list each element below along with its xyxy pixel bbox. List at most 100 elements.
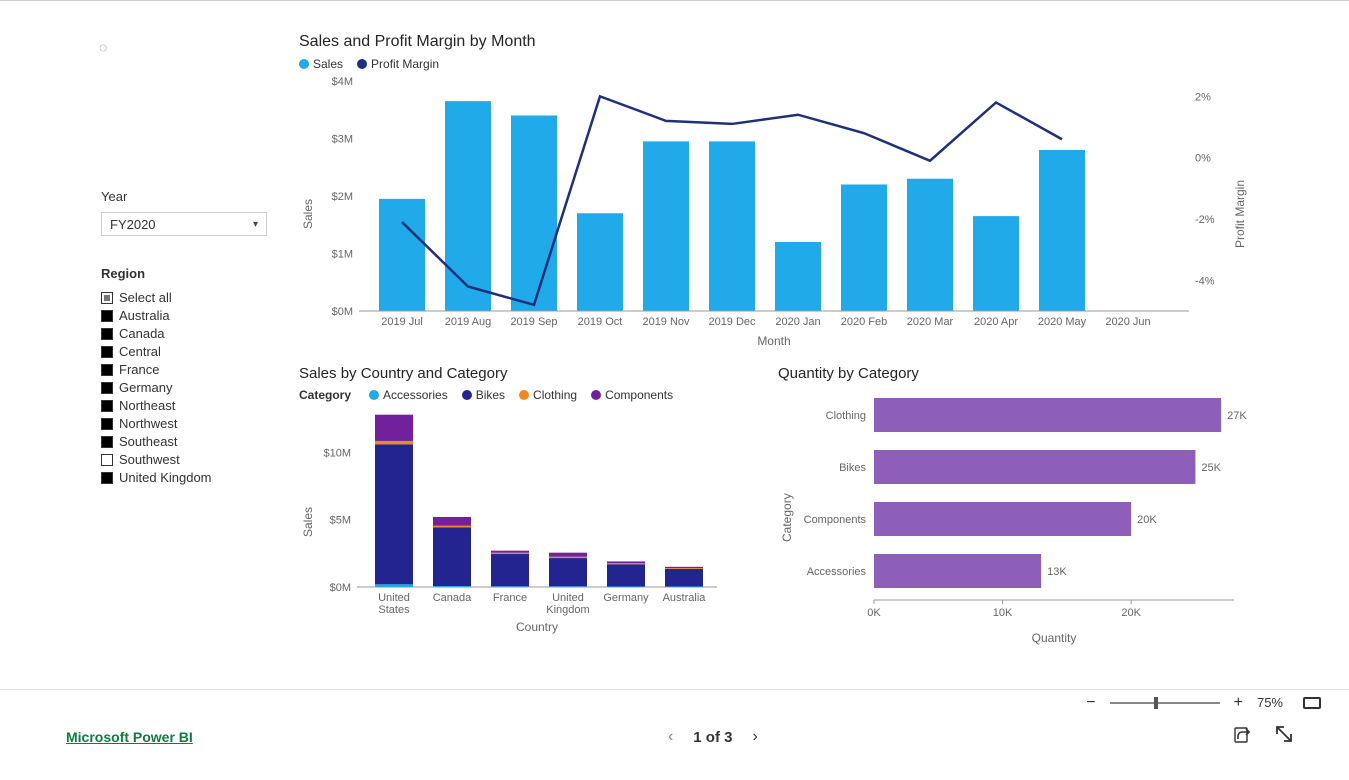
- year-select[interactable]: FY2020 ▾: [101, 212, 267, 236]
- chart1-title: Sales and Profit Margin by Month: [299, 33, 1274, 51]
- fullscreen-icon[interactable]: [1275, 725, 1293, 750]
- region-item-label: France: [119, 361, 159, 379]
- chart1-legend: Sales Profit Margin: [299, 57, 1274, 71]
- region-item[interactable]: Northwest: [101, 415, 293, 433]
- legend-item-label: Clothing: [533, 388, 577, 402]
- legend-item-label: Components: [605, 388, 673, 402]
- svg-text:$2M: $2M: [332, 191, 353, 203]
- chevron-down-icon: ▾: [253, 219, 258, 230]
- checkbox-icon: [101, 400, 113, 412]
- chart1-y1-label: Sales: [299, 77, 317, 351]
- svg-text:$4M: $4M: [332, 77, 353, 88]
- checkbox-icon: [101, 364, 113, 376]
- region-item[interactable]: Southeast: [101, 433, 293, 451]
- svg-text:20K: 20K: [1121, 607, 1141, 619]
- svg-text:France: France: [493, 592, 527, 604]
- zoom-thumb[interactable]: [1154, 697, 1158, 709]
- svg-text:$0M: $0M: [330, 582, 351, 594]
- chart3-svg: Clothing27KBikes25KComponents20KAccessor…: [796, 388, 1274, 648]
- zoom-bar: − + 75%: [0, 689, 1349, 715]
- region-list: Select allAustraliaCanadaCentralFranceGe…: [101, 289, 293, 487]
- page-indicator: 1 of 3: [693, 729, 732, 746]
- chart-sales-profit[interactable]: Sales and Profit Margin by Month Sales Pr…: [299, 33, 1274, 351]
- legend-item[interactable]: Sales: [299, 57, 343, 71]
- legend-item-label: Accessories: [383, 388, 448, 402]
- checkbox-icon: [101, 292, 113, 304]
- legend-prefix: Category: [299, 388, 351, 402]
- legend-swatch-icon: [591, 390, 601, 400]
- zoom-value: 75%: [1257, 695, 1283, 710]
- region-item[interactable]: Central: [101, 343, 293, 361]
- chart3-y-label: Category: [778, 388, 796, 648]
- region-item[interactable]: Select all: [101, 289, 293, 307]
- checkbox-icon: [101, 310, 113, 322]
- loading-spinner-icon: ◌: [99, 39, 107, 55]
- chart1-y2-label: Profit Margin: [1231, 77, 1249, 351]
- region-item-label: Southwest: [119, 451, 180, 469]
- chart-sales-country[interactable]: Sales by Country and Category Category Ac…: [299, 365, 762, 648]
- checkbox-icon: [101, 472, 113, 484]
- svg-text:Accessories: Accessories: [807, 566, 867, 578]
- legend-item[interactable]: Accessories: [369, 388, 448, 402]
- region-item[interactable]: Northeast: [101, 397, 293, 415]
- svg-text:2%: 2%: [1195, 91, 1211, 103]
- svg-text:Components: Components: [804, 514, 867, 526]
- region-item[interactable]: United Kingdom: [101, 469, 293, 487]
- legend-item[interactable]: Profit Margin: [357, 57, 439, 71]
- svg-text:-4%: -4%: [1195, 275, 1215, 287]
- region-slicer-label: Region: [101, 266, 293, 281]
- svg-text:2019 Sep: 2019 Sep: [510, 316, 557, 328]
- share-icon[interactable]: [1233, 725, 1253, 750]
- region-item-label: Australia: [119, 307, 170, 325]
- svg-text:United: United: [552, 592, 584, 604]
- legend-item[interactable]: Components: [591, 388, 673, 402]
- svg-text:2020 Apr: 2020 Apr: [974, 316, 1018, 328]
- legend-item-label: Bikes: [476, 388, 505, 402]
- region-item-label: Central: [119, 343, 161, 361]
- chart2-legend: Category Accessories Bikes Clothing Componen…: [299, 388, 762, 402]
- checkbox-icon: [101, 436, 113, 448]
- svg-text:2020 Jun: 2020 Jun: [1105, 316, 1150, 328]
- legend-item[interactable]: Bikes: [462, 388, 505, 402]
- svg-text:2019 Oct: 2019 Oct: [578, 316, 623, 328]
- region-item-label: Northeast: [119, 397, 175, 415]
- chart2-title: Sales by Country and Category: [299, 365, 762, 382]
- legend-item-label: Profit Margin: [371, 57, 439, 71]
- region-item[interactable]: Canada: [101, 325, 293, 343]
- svg-text:Germany: Germany: [603, 592, 649, 604]
- zoom-slider[interactable]: [1110, 702, 1220, 704]
- svg-text:2019 Nov: 2019 Nov: [642, 316, 690, 328]
- region-item[interactable]: France: [101, 361, 293, 379]
- svg-text:United: United: [378, 592, 410, 604]
- svg-text:13K: 13K: [1047, 566, 1067, 578]
- svg-text:0K: 0K: [867, 607, 881, 619]
- next-page-button[interactable]: ›: [752, 728, 757, 746]
- svg-text:25K: 25K: [1201, 462, 1221, 474]
- chart3-title: Quantity by Category: [778, 365, 1274, 382]
- zoom-in-button[interactable]: +: [1230, 694, 1247, 712]
- legend-swatch-icon: [462, 390, 472, 400]
- checkbox-icon: [101, 328, 113, 340]
- region-item-label: United Kingdom: [119, 469, 212, 487]
- legend-item[interactable]: Clothing: [519, 388, 577, 402]
- svg-text:-2%: -2%: [1195, 214, 1215, 226]
- footer-bar: Microsoft Power BI ‹ 1 of 3 ›: [0, 715, 1349, 759]
- legend-swatch-icon: [357, 59, 367, 69]
- svg-text:$1M: $1M: [332, 249, 353, 261]
- region-item-label: Select all: [119, 289, 172, 307]
- year-slicer-label: Year: [101, 189, 293, 204]
- checkbox-icon: [101, 382, 113, 394]
- fit-to-page-icon[interactable]: [1303, 697, 1321, 709]
- region-item[interactable]: Australia: [101, 307, 293, 325]
- svg-text:2019 Aug: 2019 Aug: [445, 316, 492, 328]
- svg-text:Quantity: Quantity: [1032, 631, 1077, 645]
- chart-qty-category[interactable]: Quantity by Category Category Clothing27…: [778, 365, 1274, 648]
- region-item[interactable]: Germany: [101, 379, 293, 397]
- region-item[interactable]: Southwest: [101, 451, 293, 469]
- prev-page-button[interactable]: ‹: [668, 728, 673, 746]
- main-area: Sales and Profit Margin by Month Sales Pr…: [299, 1, 1322, 689]
- filter-panel: Year FY2020 ▾ Region Select allAustralia…: [27, 1, 299, 689]
- powerbi-link[interactable]: Microsoft Power BI: [66, 729, 193, 745]
- zoom-out-button[interactable]: −: [1082, 694, 1099, 712]
- svg-text:10K: 10K: [993, 607, 1013, 619]
